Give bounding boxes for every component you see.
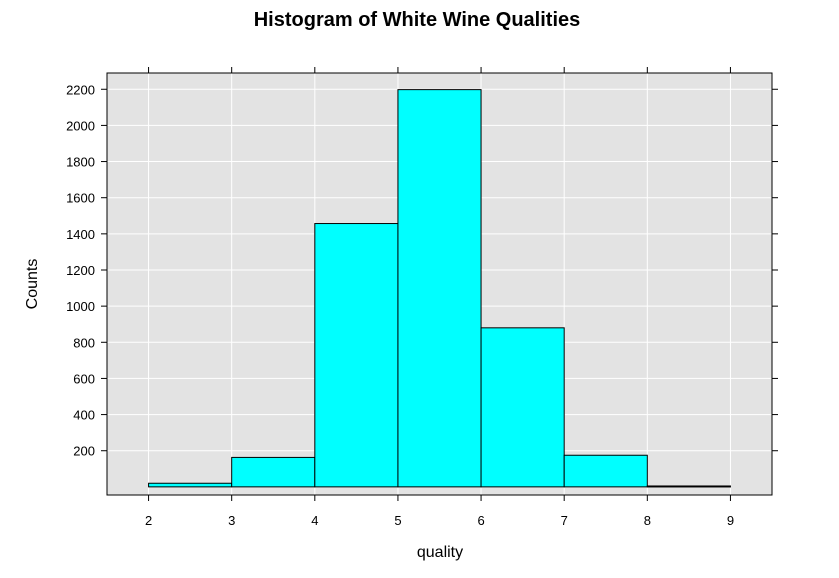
y-tick-label: 400 — [73, 408, 95, 423]
y-tick-label: 1200 — [66, 263, 95, 278]
x-tick-label: 7 — [561, 513, 568, 528]
axis-ticks — [101, 67, 778, 501]
bars — [148, 89, 731, 488]
x-axis-label: quality — [417, 544, 463, 561]
x-tick-labels: 2 3 4 5 6 7 8 9 — [145, 513, 734, 528]
y-tick-label: 1600 — [66, 191, 95, 206]
x-tick-label: 4 — [311, 513, 318, 528]
x-tick-label: 3 — [228, 513, 235, 528]
histogram-bar — [646, 485, 731, 488]
y-tick-label: 2200 — [66, 82, 95, 97]
y-tick-label: 2000 — [66, 118, 95, 133]
histogram-bar — [314, 223, 399, 488]
chart-title: Histogram of White Wine Qualities — [254, 9, 581, 31]
y-tick-labels: 200 400 600 800 1000 1200 1400 1600 1800 2000 2200 — [66, 82, 95, 458]
x-tick-label: 2 — [145, 513, 152, 528]
x-tick-label: 9 — [727, 513, 734, 528]
histogram-bar — [480, 327, 565, 488]
y-tick-label: 200 — [73, 444, 95, 459]
y-axis-label: Counts — [24, 259, 41, 310]
x-tick-label: 8 — [644, 513, 651, 528]
y-tick-label: 1400 — [66, 227, 95, 242]
y-tick-label: 1000 — [66, 299, 95, 314]
histogram-bar — [563, 454, 648, 488]
y-tick-label: 600 — [73, 371, 95, 386]
histogram-bar — [148, 482, 233, 488]
x-tick-label: 5 — [394, 513, 401, 528]
x-tick-label: 6 — [477, 513, 484, 528]
y-tick-label: 1800 — [66, 155, 95, 170]
y-tick-label: 800 — [73, 335, 95, 350]
histogram-bar — [397, 89, 482, 488]
plot-border — [106, 72, 773, 496]
histogram-bar — [231, 456, 316, 488]
